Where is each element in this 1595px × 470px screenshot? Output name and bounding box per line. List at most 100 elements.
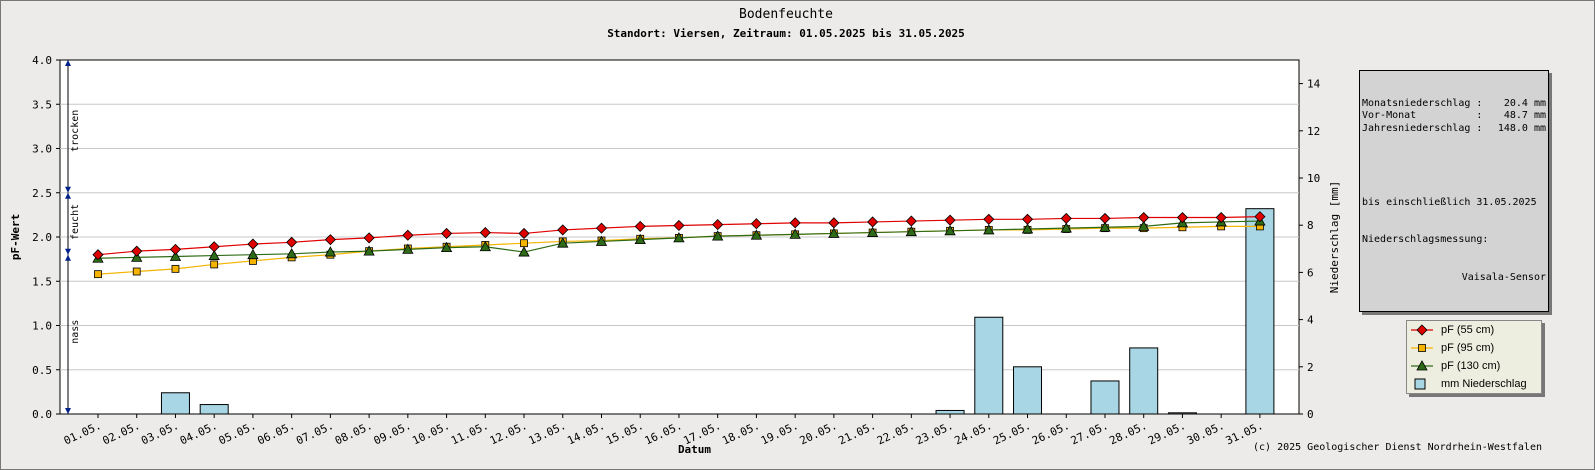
legend-symbol xyxy=(1411,344,1433,352)
info-row: Monatsniederschlag : 20.4 mm xyxy=(1362,98,1546,110)
y-tick-label: 2.0 xyxy=(32,231,52,244)
y-tick-label: 4.0 xyxy=(32,54,52,67)
data-point-diamond xyxy=(867,216,879,228)
data-point-diamond xyxy=(402,229,414,241)
legend-item: mm Niederschlag xyxy=(1407,375,1541,393)
legend-symbol xyxy=(1411,324,1433,336)
precipitation-info-box: Monatsniederschlag : 20.4 mm Vor-Monat : 48… xyxy=(1359,70,1549,312)
x-tick-label: 19.05. xyxy=(759,419,801,448)
info-row-value: 20.4 mm xyxy=(1503,97,1546,109)
x-tick-label: 02.05. xyxy=(100,419,142,448)
precipitation-bar xyxy=(1245,208,1275,415)
x-tick-label: 15.05. xyxy=(604,419,646,448)
y2-tick-label: 8 xyxy=(1307,219,1314,232)
data-point-triangle xyxy=(750,229,763,240)
data-point-diamond xyxy=(828,217,840,229)
data-point-triangle xyxy=(789,228,801,239)
data-point-diamond xyxy=(441,227,453,240)
data-point-triangle xyxy=(440,241,453,253)
data-point-triangle xyxy=(169,250,182,261)
info-row: Jahresniederschlag : 148.0 mm xyxy=(1362,123,1546,135)
data-point-triangle xyxy=(905,225,918,237)
y-tick-label: 2.5 xyxy=(32,187,52,200)
legend-label: pF (130 cm) xyxy=(1441,360,1501,372)
x-tick-label: 18.05. xyxy=(720,419,762,448)
x-tick-label: 03.05. xyxy=(139,419,181,448)
data-point-square xyxy=(132,267,141,276)
data-point-diamond xyxy=(208,241,220,253)
zone-label-moist: feucht xyxy=(70,204,81,240)
data-point-triangle xyxy=(1138,220,1150,231)
data-point-diamond xyxy=(1254,211,1266,223)
data-point-diamond xyxy=(286,236,298,248)
info-row-label: Vor-Monat : xyxy=(1362,110,1483,122)
data-point-diamond xyxy=(1138,211,1150,224)
x-tick-label: 04.05. xyxy=(178,419,220,448)
copyright-credit: (c) 2025 Geologischer Dienst Nordrhein-W… xyxy=(1253,442,1542,453)
info-note-sensor: Vaisala-Sensor xyxy=(1461,271,1546,283)
x-axis-label: Datum xyxy=(678,443,711,456)
x-tick-label: 29.05. xyxy=(1146,419,1188,448)
y2-axis-label: Niederschlag [mm] xyxy=(1328,181,1341,294)
precipitation-bar xyxy=(974,316,1004,415)
data-point-diamond xyxy=(673,219,685,232)
x-tick-label: 20.05. xyxy=(798,419,840,448)
data-point-triangle xyxy=(208,249,220,260)
data-point-diamond xyxy=(1060,212,1072,224)
data-point-triangle xyxy=(247,248,259,260)
zone-arrow-dry-head-top xyxy=(65,60,71,66)
data-point-diamond xyxy=(750,218,762,230)
y-tick-label: 3.0 xyxy=(32,143,52,156)
x-tick-label: 14.05. xyxy=(565,419,607,448)
data-point-triangle xyxy=(1060,222,1072,233)
data-point-triangle xyxy=(557,237,569,248)
data-point-diamond xyxy=(169,243,182,255)
data-point-diamond xyxy=(1176,211,1189,224)
y-tick-label: 0.0 xyxy=(32,408,52,421)
data-point-square xyxy=(171,264,180,273)
zone-arrow-moist-head-top xyxy=(65,192,71,199)
data-point-diamond xyxy=(634,220,646,232)
legend-item: pF (130 cm) xyxy=(1407,357,1541,375)
data-point-triangle xyxy=(1099,221,1111,232)
y-tick-label: 1.0 xyxy=(32,320,52,333)
info-note-date: bis einschließlich 31.05.2025 xyxy=(1362,197,1537,209)
precipitation-bar xyxy=(1129,347,1159,415)
info-row-value: 148.0 mm xyxy=(1497,122,1546,134)
data-point-diamond xyxy=(247,238,259,250)
data-point-triangle xyxy=(828,227,840,238)
info-row: Vor-Monat : 48.7 mm xyxy=(1362,110,1546,122)
data-point-triangle xyxy=(634,233,646,245)
precipitation-bar xyxy=(1090,380,1120,415)
x-tick-label: 07.05. xyxy=(294,419,336,448)
data-point-diamond xyxy=(595,222,608,234)
precipitation-bar xyxy=(199,404,229,415)
x-tick-label: 24.05. xyxy=(953,419,995,448)
data-point-triangle xyxy=(131,251,143,262)
y2-tick-label: 14 xyxy=(1307,78,1321,91)
x-tick-label: 13.05. xyxy=(527,419,569,448)
data-point-triangle xyxy=(402,243,414,254)
data-point-triangle xyxy=(479,240,491,252)
data-point-diamond xyxy=(1099,212,1111,224)
precipitation-bar xyxy=(1167,412,1197,415)
legend-symbol xyxy=(1414,378,1426,390)
y-tick-label: 0.5 xyxy=(32,364,52,377)
y-tick-label: 1.5 xyxy=(32,275,52,288)
data-point-triangle xyxy=(673,232,685,243)
data-point-diamond xyxy=(1021,213,1034,225)
y2-tick-label: 10 xyxy=(1307,172,1320,185)
data-point-triangle xyxy=(324,246,337,257)
data-point-diamond xyxy=(518,227,530,240)
y2-tick-label: 12 xyxy=(1307,125,1320,138)
zone-arrow-wet-head-top xyxy=(65,254,71,261)
data-point-diamond xyxy=(479,227,491,239)
x-tick-label: 10.05. xyxy=(410,419,452,448)
data-point-square xyxy=(520,239,528,248)
info-row-label: Jahresniederschlag : xyxy=(1362,122,1483,134)
x-tick-label: 26.05. xyxy=(1030,419,1072,448)
y2-tick-label: 2 xyxy=(1307,361,1314,374)
y2-tick-label: 4 xyxy=(1307,314,1314,327)
data-point-diamond xyxy=(92,249,104,261)
y-tick-label: 3.5 xyxy=(32,98,52,111)
